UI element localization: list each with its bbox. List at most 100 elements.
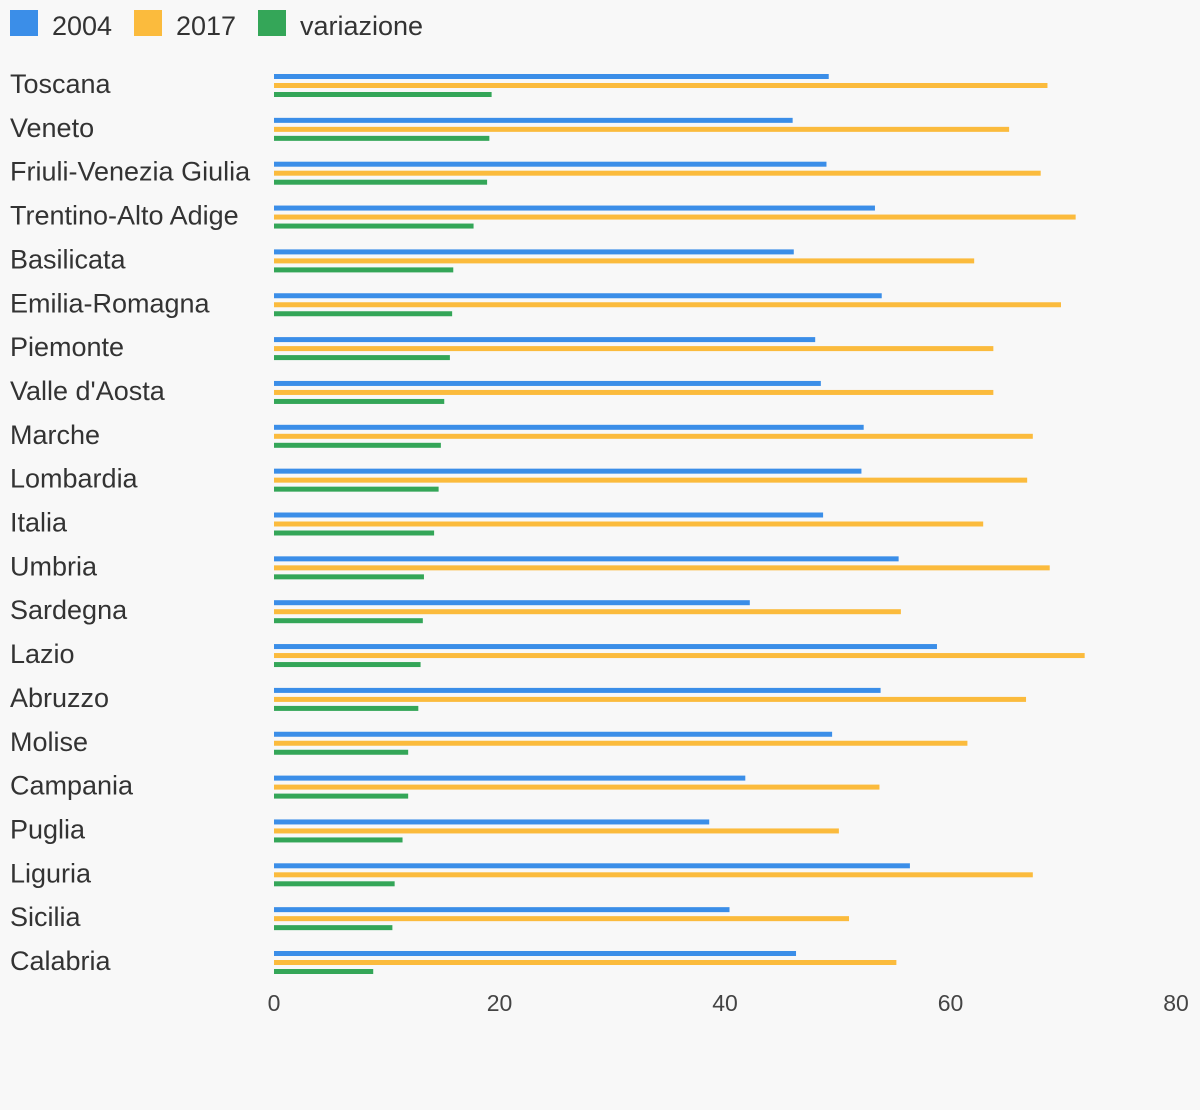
bar-variazione bbox=[274, 618, 423, 624]
category-label: Valle d'Aosta bbox=[10, 376, 166, 406]
category-label: Basilicata bbox=[10, 244, 127, 274]
bar-2017 bbox=[274, 828, 839, 834]
bar-variazione bbox=[274, 530, 435, 536]
bar-2017 bbox=[274, 740, 968, 746]
bars bbox=[274, 74, 1085, 974]
legend-swatch-2004 bbox=[10, 10, 38, 36]
bar-2004 bbox=[274, 249, 794, 255]
bar-2017 bbox=[274, 477, 1028, 483]
bar-2017 bbox=[274, 521, 984, 527]
category-label: Campania bbox=[10, 771, 134, 801]
bar-2004 bbox=[274, 468, 862, 474]
category-label: Italia bbox=[10, 508, 68, 538]
x-axis: 0 20 40 60 80 bbox=[268, 990, 1189, 1016]
bar-2017 bbox=[274, 696, 1027, 702]
bar-2017 bbox=[274, 916, 850, 922]
bar-variazione bbox=[274, 223, 474, 229]
bar-2004 bbox=[274, 424, 864, 430]
x-tick-label: 80 bbox=[1163, 990, 1189, 1016]
bar-2004 bbox=[274, 907, 730, 913]
bar-2004 bbox=[274, 337, 816, 343]
bar-2004 bbox=[274, 74, 829, 79]
bar-2004 bbox=[274, 600, 750, 606]
bar-variazione bbox=[274, 574, 424, 580]
bar-variazione bbox=[274, 925, 393, 931]
category-label: Molise bbox=[10, 727, 88, 757]
bar-2004 bbox=[274, 951, 797, 956]
bar-2017 bbox=[274, 653, 1085, 659]
bar-2017 bbox=[274, 83, 1048, 88]
x-tick-label: 0 bbox=[268, 990, 281, 1016]
bar-2004 bbox=[274, 293, 882, 299]
bar-variazione bbox=[274, 135, 490, 141]
bar-2017 bbox=[274, 609, 901, 615]
bar-2017 bbox=[274, 960, 897, 965]
category-label: Lazio bbox=[10, 639, 75, 669]
legend-label: 2004 bbox=[52, 11, 112, 41]
category-label: Liguria bbox=[10, 858, 92, 888]
category-label: Calabria bbox=[10, 946, 112, 976]
bar-variazione bbox=[274, 793, 409, 799]
bar-variazione bbox=[274, 662, 421, 668]
category-label: Sicilia bbox=[10, 902, 82, 932]
category-labels: Toscana Veneto Friuli-Venezia Giulia Trenti… bbox=[10, 69, 251, 976]
category-label: Marche bbox=[10, 420, 100, 450]
bar-variazione bbox=[274, 705, 419, 711]
category-label: Sardegna bbox=[10, 595, 128, 625]
category-label: Piemonte bbox=[10, 332, 124, 362]
bar-2004 bbox=[274, 775, 746, 781]
bar-2004 bbox=[274, 556, 899, 562]
legend-swatch-2017 bbox=[134, 10, 162, 36]
bar-2004 bbox=[274, 687, 881, 693]
bar-2017 bbox=[274, 170, 1041, 176]
category-label: Puglia bbox=[10, 814, 86, 844]
legend: 2004 2017 variazione bbox=[10, 10, 423, 41]
bar-2004 bbox=[274, 205, 875, 211]
category-label: Umbria bbox=[10, 551, 98, 581]
bar-2017 bbox=[274, 302, 1061, 308]
category-label: Lombardia bbox=[10, 464, 139, 494]
bar-2017 bbox=[274, 565, 1050, 571]
bar-2004 bbox=[274, 117, 793, 123]
x-tick-label: 40 bbox=[712, 990, 738, 1016]
bar-2017 bbox=[274, 346, 994, 352]
bar-variazione bbox=[274, 311, 453, 317]
legend-label: 2017 bbox=[176, 11, 236, 41]
bar-variazione bbox=[274, 355, 450, 361]
bar-2017 bbox=[274, 784, 880, 790]
category-label: Veneto bbox=[10, 113, 94, 143]
bar-2004 bbox=[274, 644, 937, 650]
bar-2004 bbox=[274, 819, 710, 825]
bar-variazione bbox=[274, 179, 488, 185]
legend-label: variazione bbox=[300, 11, 423, 41]
x-tick-label: 60 bbox=[938, 990, 964, 1016]
bar-variazione bbox=[274, 749, 409, 755]
category-label: Abruzzo bbox=[10, 683, 109, 713]
category-label: Emilia-Romagna bbox=[10, 288, 211, 318]
bar-2017 bbox=[274, 389, 994, 395]
bar-2004 bbox=[274, 731, 833, 737]
bar-variazione bbox=[274, 881, 395, 887]
bar-2017 bbox=[274, 872, 1033, 878]
bar-2017 bbox=[274, 433, 1033, 439]
legend-swatch-variazione bbox=[258, 10, 286, 36]
x-tick-label: 20 bbox=[487, 990, 513, 1016]
bar-2004 bbox=[274, 161, 827, 167]
category-label: Friuli-Venezia Giulia bbox=[10, 157, 251, 187]
bar-variazione bbox=[274, 486, 439, 492]
bar-2004 bbox=[274, 512, 824, 518]
category-label: Toscana bbox=[10, 69, 112, 99]
bar-variazione bbox=[274, 92, 492, 97]
bar-2017 bbox=[274, 126, 1010, 132]
category-label: Trentino-Alto Adige bbox=[10, 201, 239, 231]
bar-variazione bbox=[274, 837, 403, 843]
bar-2017 bbox=[274, 258, 975, 264]
bar-2004 bbox=[274, 380, 821, 386]
bar-variazione bbox=[274, 267, 454, 273]
bar-2017 bbox=[274, 214, 1076, 220]
bar-2004 bbox=[274, 863, 910, 869]
bar-variazione bbox=[274, 969, 374, 974]
bar-variazione bbox=[274, 442, 441, 448]
bar-variazione bbox=[274, 398, 445, 404]
